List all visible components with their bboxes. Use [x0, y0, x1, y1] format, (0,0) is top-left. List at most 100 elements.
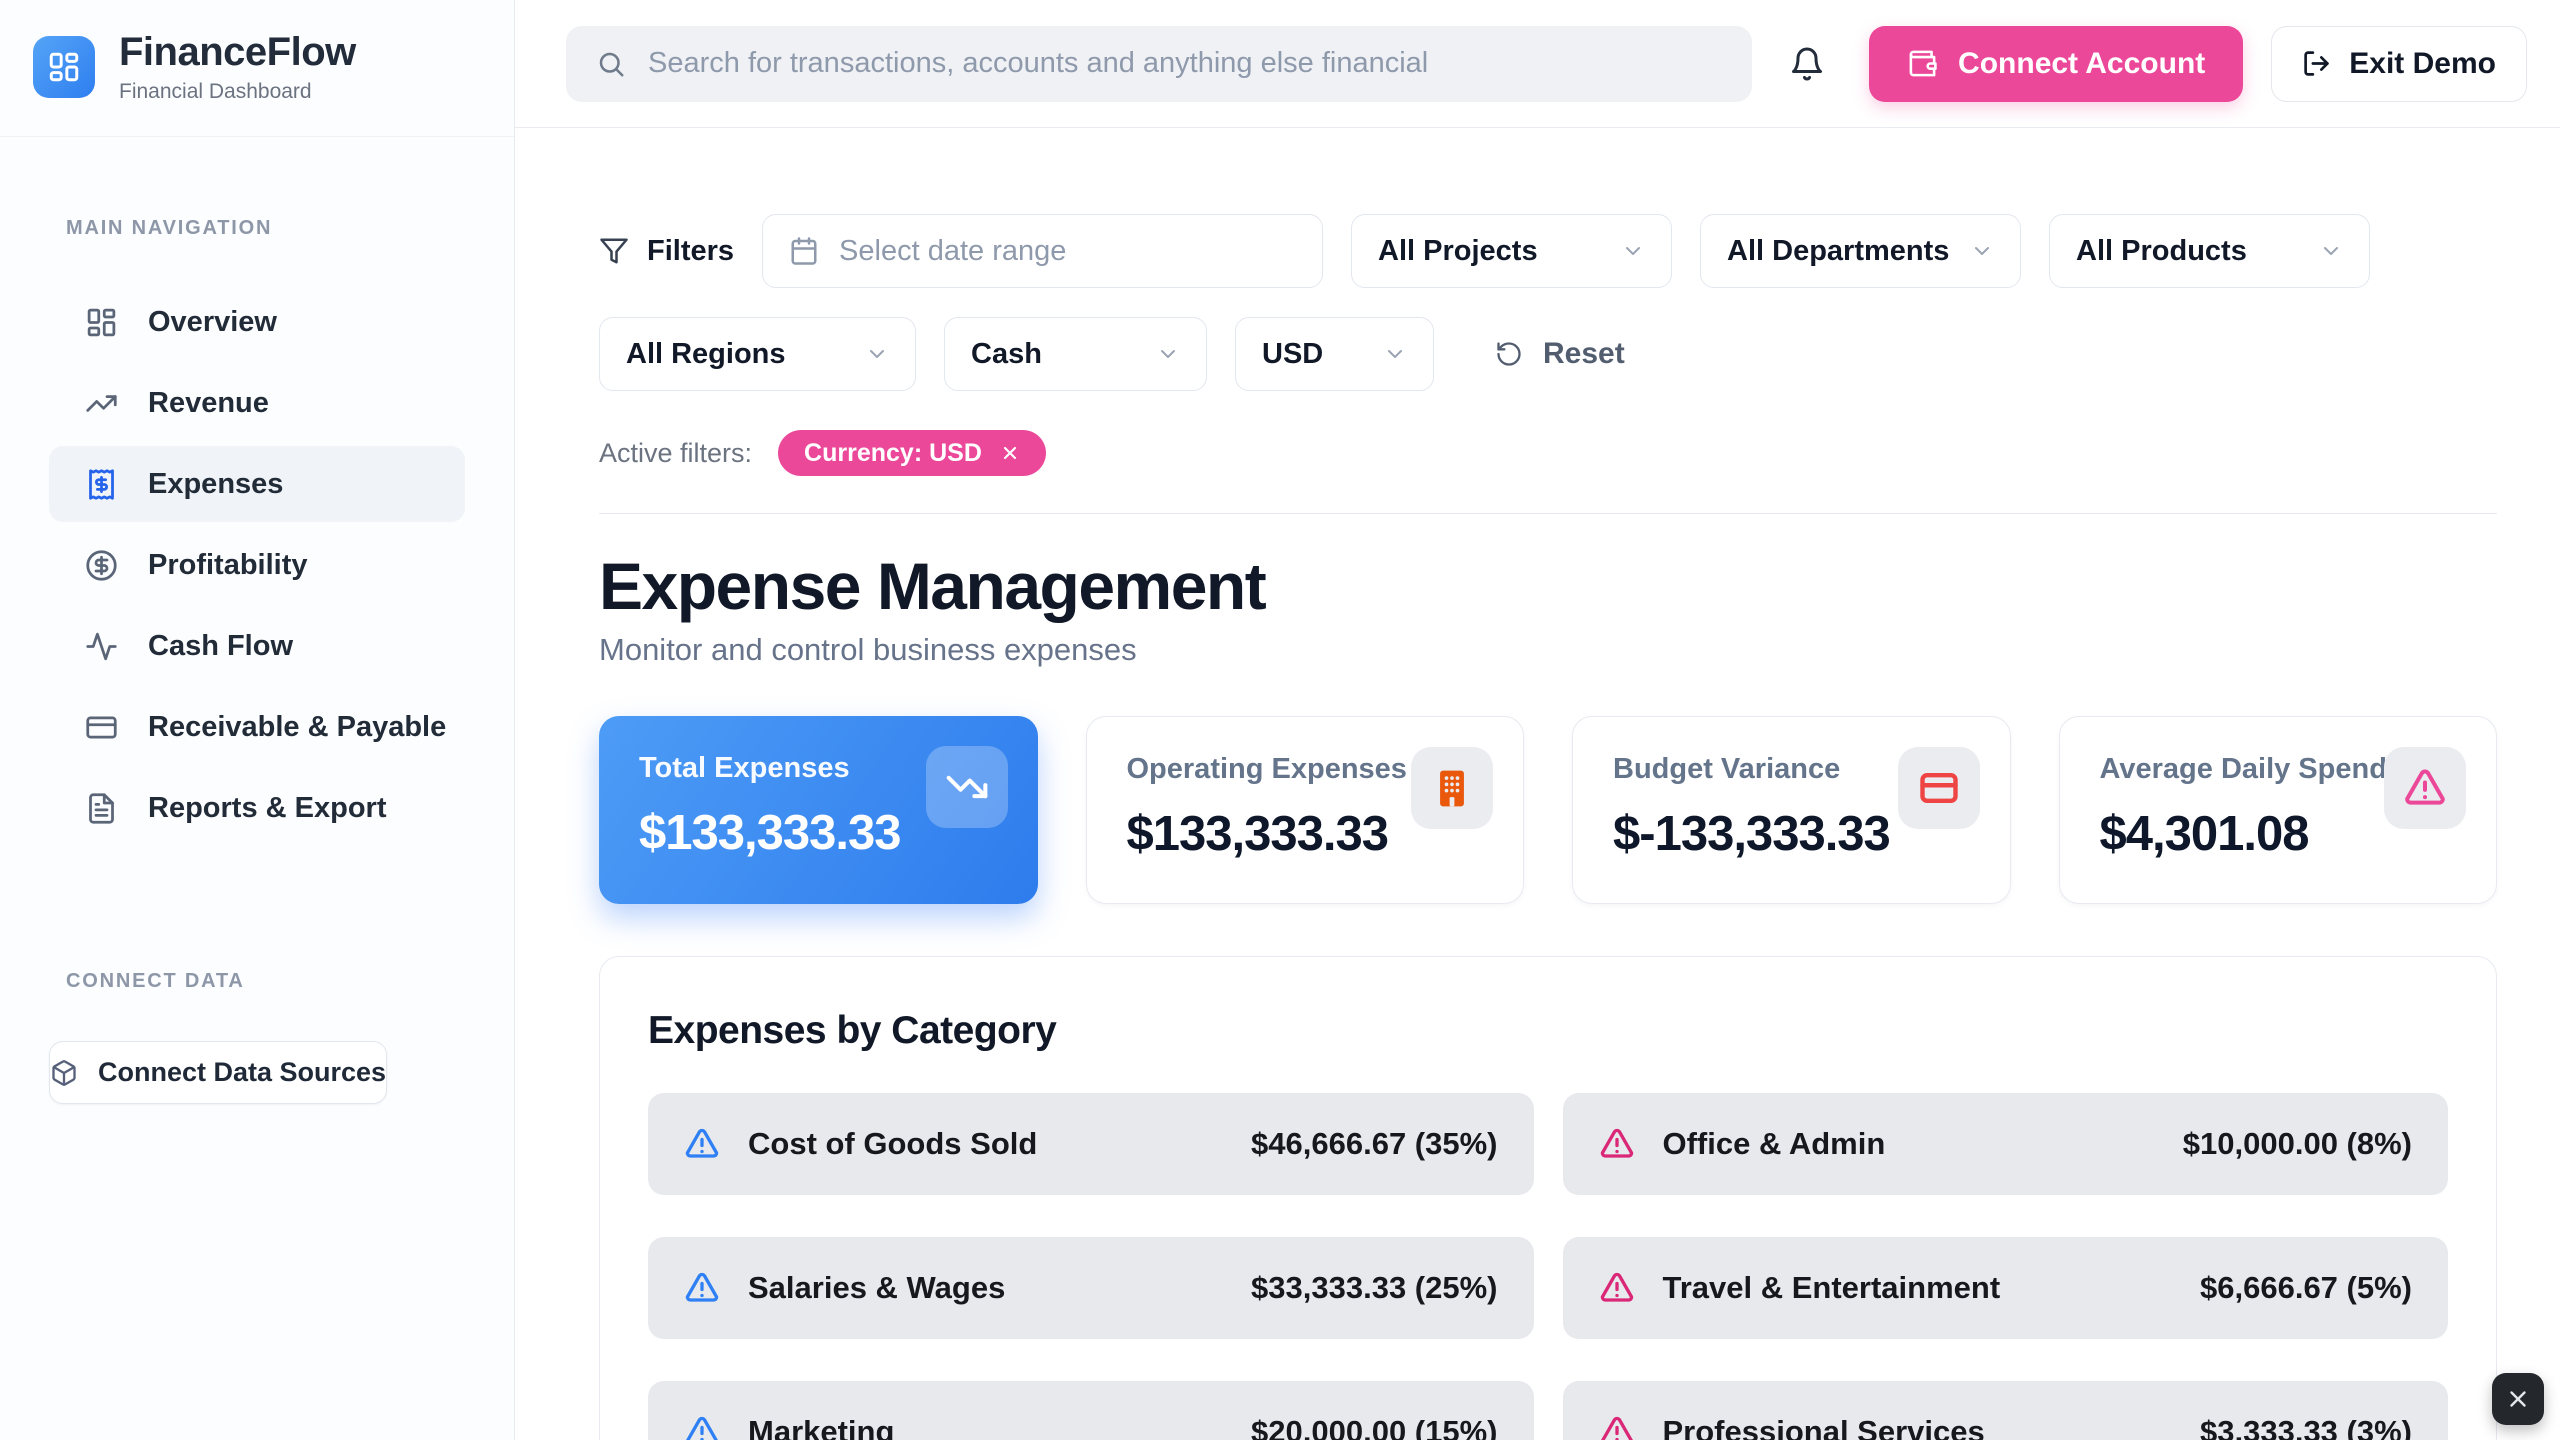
chevron-down-icon	[1156, 342, 1180, 366]
calendar-icon	[789, 236, 819, 266]
exit-demo-label: Exit Demo	[2349, 46, 2496, 80]
top-bar: Connect Account Exit Demo	[515, 0, 2560, 128]
log-out-icon	[2302, 49, 2331, 78]
category-name: Professional Services	[1662, 1414, 1985, 1440]
sidebar: FinanceFlow Financial Dashboard MAIN NAV…	[0, 0, 515, 1440]
sidebar-item-receivable-payable[interactable]: Receivable & Payable	[49, 689, 465, 765]
stat-card-average-daily-spend[interactable]: Average Daily Spend $4,301.08	[2058, 716, 2497, 904]
sidebar-item-label: Profitability	[148, 548, 308, 581]
receipt-icon	[85, 468, 118, 501]
activity-icon	[85, 630, 118, 663]
category-value: $10,000.00 (8%)	[2182, 1126, 2412, 1161]
chevron-down-icon	[865, 342, 889, 366]
category-row-salaries-wages[interactable]: Salaries & Wages $33,333.33 (25%)	[648, 1237, 1534, 1339]
stat-card-operating-expenses[interactable]: Operating Expenses $133,333.33	[1085, 716, 1524, 904]
stat-card-total-expenses[interactable]: Total Expenses $133,333.33	[599, 716, 1038, 904]
alert-triangle-icon	[1599, 1270, 1635, 1306]
active-filter-chip[interactable]: Currency: USD	[778, 430, 1046, 476]
search-icon	[596, 49, 626, 79]
stat-label: Operating Expenses	[1126, 753, 1407, 785]
filter-select-departments[interactable]: All Departments	[1700, 214, 2022, 288]
funnel-icon	[599, 236, 629, 266]
trending-up-icon	[85, 387, 118, 420]
sidebar-item-label: Reports & Export	[148, 791, 387, 824]
expenses-by-category-panel: Expenses by Category Cost of Goods Sold …	[599, 956, 2497, 1440]
category-name: Cost of Goods Sold	[748, 1126, 1038, 1161]
connect-section-heading: CONNECT DATA	[66, 970, 245, 992]
section-divider	[599, 513, 2497, 514]
category-name: Marketing	[748, 1414, 895, 1440]
category-name: Salaries & Wages	[748, 1270, 1006, 1305]
app-logo-icon	[33, 36, 95, 98]
stat-label: Budget Variance	[1613, 753, 1841, 785]
chevron-down-icon	[1621, 239, 1645, 263]
remove-filter-x-icon[interactable]	[1000, 443, 1020, 463]
category-row-marketing[interactable]: Marketing $20,000.00 (15%)	[648, 1381, 1534, 1440]
chevron-down-icon	[2319, 239, 2343, 263]
category-name: Travel & Entertainment	[1662, 1270, 2001, 1305]
connect-data-sources-button[interactable]: Connect Data Sources	[49, 1041, 388, 1104]
category-value: $46,666.67 (35%)	[1251, 1126, 1498, 1161]
filter-select-products-value: All Products	[2076, 234, 2247, 267]
circle-dollar-icon	[85, 549, 118, 582]
date-range-field[interactable]	[762, 214, 1324, 288]
stat-cards: Total Expenses $133,333.33 Operating Exp…	[599, 716, 2497, 904]
filter-select-currency[interactable]: USD	[1235, 317, 1434, 391]
page-title: Expense Management	[599, 549, 1267, 623]
chevron-down-icon	[1383, 342, 1407, 366]
alert-triangle-icon	[684, 1126, 720, 1162]
category-value: $33,333.33 (25%)	[1251, 1270, 1498, 1305]
category-list: Cost of Goods Sold $46,666.67 (35%) Offi…	[648, 1093, 2448, 1440]
category-row-travel-entertainment[interactable]: Travel & Entertainment $6,666.67 (5%)	[1562, 1237, 2448, 1339]
filter-select-regions[interactable]: All Regions	[599, 317, 916, 391]
credit-card-icon	[1897, 747, 1980, 829]
exit-demo-button[interactable]: Exit Demo	[2271, 25, 2527, 102]
chevron-down-icon	[1970, 239, 1994, 263]
building-icon	[1411, 747, 1493, 829]
filter-select-projects-value: All Projects	[1378, 234, 1538, 267]
reset-filters-button[interactable]: Reset	[1495, 337, 1625, 371]
trending-down-icon	[925, 746, 1008, 828]
alert-triangle-icon	[2384, 747, 2466, 829]
category-row-professional-services[interactable]: Professional Services $3,333.33 (3%)	[1562, 1381, 2448, 1440]
sidebar-item-label: Revenue	[148, 386, 269, 419]
category-value: $3,333.33 (3%)	[2200, 1414, 2412, 1440]
filter-select-projects[interactable]: All Projects	[1351, 214, 1673, 288]
credit-card-icon	[85, 711, 118, 744]
filter-select-payment-method[interactable]: Cash	[944, 317, 1207, 391]
rotate-ccw-icon	[1495, 340, 1523, 368]
package-icon	[50, 1059, 78, 1087]
sidebar-item-expenses[interactable]: Expenses	[49, 446, 465, 522]
floating-close-button[interactable]	[2492, 1373, 2544, 1425]
category-value: $20,000.00 (15%)	[1251, 1414, 1498, 1440]
filters-label: Filters	[599, 235, 734, 268]
layout-dashboard-icon	[85, 306, 118, 339]
filter-select-products[interactable]: All Products	[2049, 214, 2371, 288]
connect-account-label: Connect Account	[1958, 46, 2206, 80]
connect-account-button[interactable]: Connect Account	[1869, 25, 2244, 102]
wallet-icon	[1907, 48, 1938, 79]
search-input[interactable]	[648, 47, 1722, 80]
global-search[interactable]	[566, 25, 1752, 102]
category-row-cost-of-goods-sold[interactable]: Cost of Goods Sold $46,666.67 (35%)	[648, 1093, 1534, 1195]
sidebar-item-reports-export[interactable]: Reports & Export	[49, 770, 465, 846]
date-range-input[interactable]	[839, 234, 1297, 268]
stat-label: Average Daily Spend	[2099, 753, 2387, 785]
sidebar-item-revenue[interactable]: Revenue	[49, 365, 465, 441]
category-name: Office & Admin	[1662, 1126, 1886, 1161]
sidebar-item-label: Overview	[148, 305, 277, 338]
category-value: $6,666.67 (5%)	[2200, 1270, 2412, 1305]
app-tagline: Financial Dashboard	[119, 80, 312, 103]
stat-value: $4,301.08	[2099, 807, 2310, 861]
sidebar-item-overview[interactable]: Overview	[49, 284, 465, 360]
main-content: Filters All Projects All Departments All…	[515, 128, 2560, 1440]
reset-filters-label: Reset	[1543, 337, 1625, 370]
category-row-office-admin[interactable]: Office & Admin $10,000.00 (8%)	[1562, 1093, 2448, 1195]
sidebar-item-profitability[interactable]: Profitability	[49, 527, 465, 603]
sidebar-item-cash-flow[interactable]: Cash Flow	[49, 608, 465, 684]
filter-select-payment-method-value: Cash	[971, 337, 1042, 370]
notifications-bell-icon[interactable]	[1789, 46, 1825, 82]
stat-card-budget-variance[interactable]: Budget Variance $-133,333.33	[1572, 716, 2011, 904]
stat-value: $133,333.33	[639, 806, 901, 860]
filters-bar: Filters All Projects All Departments All…	[599, 214, 2497, 514]
